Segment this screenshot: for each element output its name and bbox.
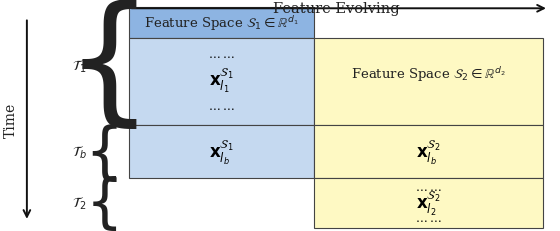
- Text: Feature Evolving: Feature Evolving: [273, 2, 399, 16]
- Bar: [314, 126, 543, 178]
- Text: Feature Space $\mathcal{S}_2 \in \mathbb{R}^{d_2}$: Feature Space $\mathcal{S}_2 \in \mathbb…: [351, 64, 506, 83]
- Text: $\{$: $\{$: [64, 0, 138, 135]
- Text: $\cdots\;\cdots$: $\cdots\;\cdots$: [208, 100, 235, 113]
- Text: $\mathcal{T}_1$: $\mathcal{T}_1$: [72, 59, 87, 75]
- Bar: [314, 178, 543, 228]
- Text: $\cdots\;\cdots$: $\cdots\;\cdots$: [415, 212, 442, 225]
- Bar: [129, 126, 314, 178]
- Text: Time: Time: [4, 103, 18, 138]
- Text: $\cdots\;\cdots$: $\cdots\;\cdots$: [415, 181, 442, 194]
- Text: Feature Space $\mathcal{S}_1 \in \mathbb{R}^{d_1}$: Feature Space $\mathcal{S}_1 \in \mathbb…: [144, 14, 298, 33]
- Text: $\mathbf{x}_{l_b}^{\mathcal{S}_2}$: $\mathbf{x}_{l_b}^{\mathcal{S}_2}$: [416, 138, 441, 166]
- Bar: [314, 39, 543, 126]
- Text: $\mathbf{x}_{l_b}^{\mathcal{S}_1}$: $\mathbf{x}_{l_b}^{\mathcal{S}_1}$: [209, 138, 234, 166]
- Text: $\mathcal{T}_b$: $\mathcal{T}_b$: [72, 144, 87, 160]
- Text: $\mathcal{T}_2$: $\mathcal{T}_2$: [72, 195, 87, 211]
- Bar: [129, 8, 314, 39]
- Text: $\{$: $\{$: [84, 121, 118, 183]
- Text: $\cdots\;\cdots$: $\cdots\;\cdots$: [208, 48, 235, 61]
- Text: $\{$: $\{$: [85, 173, 117, 231]
- Text: $\mathbf{x}_{l_1}^{\mathcal{S}_1}$: $\mathbf{x}_{l_1}^{\mathcal{S}_1}$: [209, 67, 234, 95]
- Text: $\mathbf{x}_{l_2}^{\mathcal{S}_2}$: $\mathbf{x}_{l_2}^{\mathcal{S}_2}$: [416, 188, 441, 217]
- Bar: [129, 39, 314, 126]
